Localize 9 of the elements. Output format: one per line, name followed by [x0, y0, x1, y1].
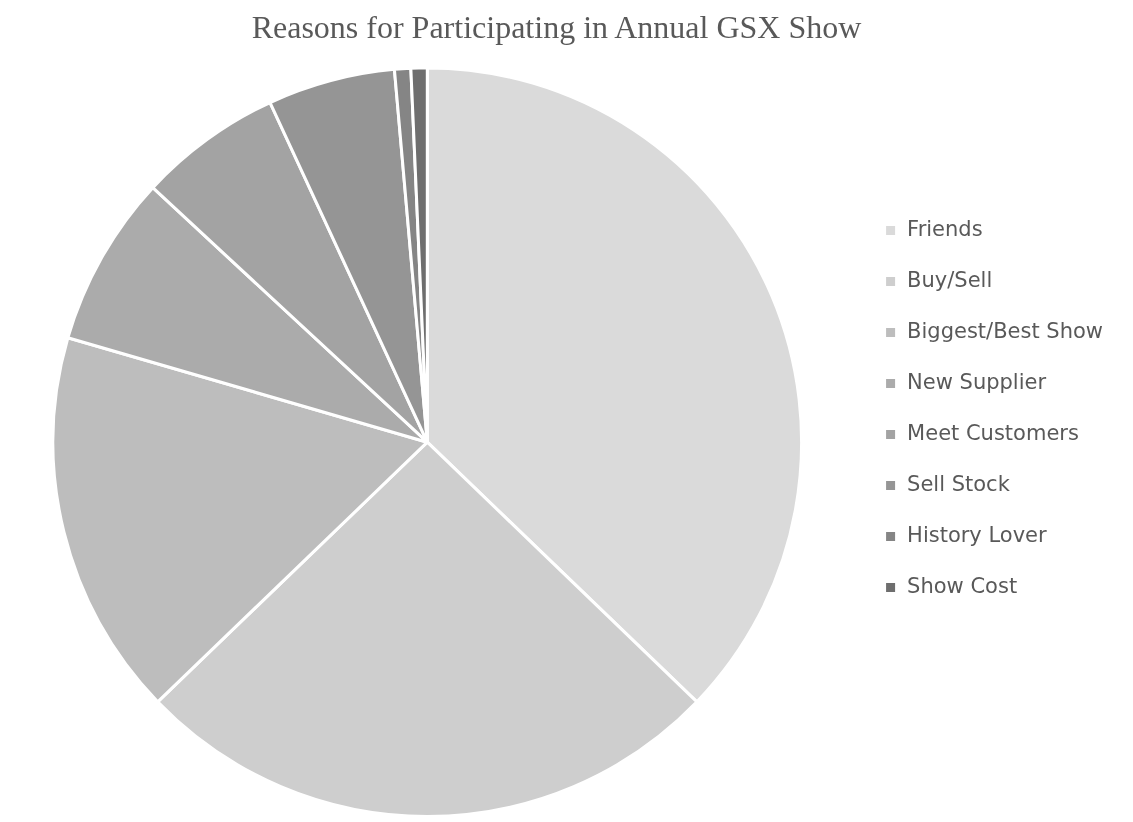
legend-label: Friends: [907, 216, 983, 241]
legend-label: New Supplier: [907, 369, 1047, 394]
legend-label: Sell Stock: [907, 471, 1011, 496]
chart-title: Reasons for Participating in Annual GSX Show: [251, 8, 862, 45]
legend-label: Show Cost: [907, 573, 1018, 598]
legend-label: Biggest/Best Show: [907, 318, 1104, 343]
legend-label: History Lover: [907, 522, 1047, 547]
legend-label: Buy/Sell: [907, 267, 993, 292]
legend-label: Meet Customers: [907, 420, 1079, 445]
